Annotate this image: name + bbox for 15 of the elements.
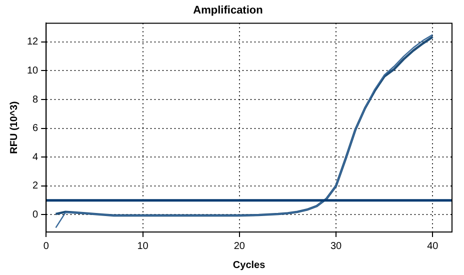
x-tick-label: 10 [137,240,149,252]
y-tick-label: 4 [32,152,39,163]
y-tick-label: 0 [32,209,39,220]
y-tick-label: 2 [32,180,39,192]
y-tick-label: 12 [27,36,39,48]
y-tick-label: 8 [32,94,39,106]
x-axis-title: Cycles [232,260,266,271]
chart-title: Amplification [193,4,264,17]
x-tick-label: 30 [330,240,342,252]
y-tick-label: 6 [32,123,39,134]
x-tick-label: 40 [427,240,439,252]
y-tick-label: 10 [27,65,39,76]
x-tick-label: 20 [234,240,246,252]
y-axis-title: RFU (10^3) [8,101,20,154]
x-tick-label: 0 [43,240,50,252]
